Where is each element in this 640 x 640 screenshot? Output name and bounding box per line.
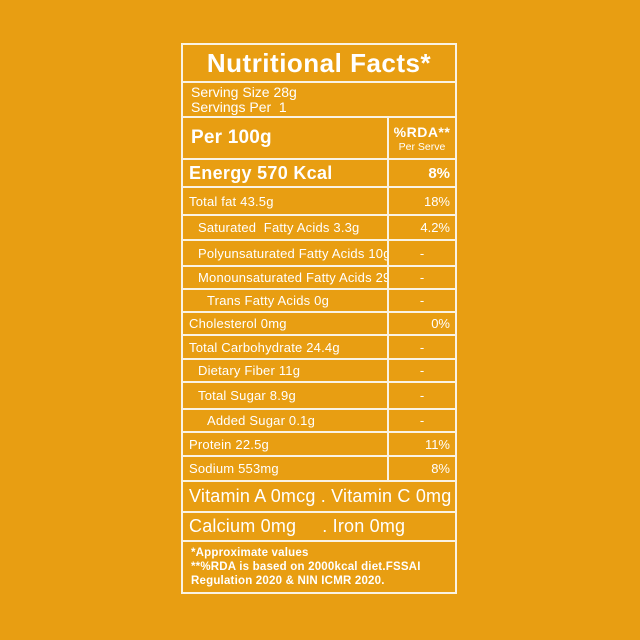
nutrient-label: Dietary Fiber 11g [198,363,301,378]
minerals-text: Calcium 0mg . Iron 0mg [189,516,406,536]
per-100g-header: Per 100g [191,127,272,148]
nutrient-label: Protein 22.5g [189,436,269,452]
nutrient-label: Sodium 553mg [189,461,279,476]
nutrient-label: Added Sugar 0.1g [207,413,316,428]
nutrient-value: 18% [387,188,455,214]
rda-subtitle: Per Serve [398,140,446,153]
nutrient-label: Total Carbohydrate 24.4g [189,339,340,355]
vitamins-row: Vitamin A 0mcg . Vitamin C 0mg [183,482,455,513]
serving-size: Serving Size 28g [191,84,297,100]
footnote-line-3: Regulation 2020 & NIN ICMR 2020. [191,575,385,587]
title-row: Nutritional Facts* [183,45,455,83]
nutrient-value: 0% [387,313,455,334]
nutrient-label: Monounsaturated Fatty Acids 29g [198,270,387,285]
serving-row: Serving Size 28g Servings Per 1 [183,83,455,118]
nutrient-value: - [387,267,455,288]
page-title: Nutritional Facts* [206,47,432,78]
nutrient-value: - [387,290,455,311]
table-row: Cholesterol 0mg 0% [183,313,455,336]
nutrient-value: - [387,241,455,265]
footnote-text: *Approximate values **%RDA is based on 2… [183,542,455,592]
table-row: Total Carbohydrate 24.4g - [183,336,455,360]
table-row: Sodium 553mg 8% [183,457,455,482]
nutrient-value: - [387,360,455,381]
nutrient-value: 8% [387,457,455,480]
nutrient-value: - [387,410,455,431]
minerals-row: Calcium 0mg . Iron 0mg [183,513,455,542]
serving-info: Serving Size 28g Servings Per 1 [183,82,297,117]
vitamins-text: Vitamin A 0mcg . Vitamin C 0mg [189,486,452,506]
column-header-row: Per 100g %RDA** Per Serve [183,118,455,160]
energy-value: 8% [387,160,455,186]
footnote-line-1: *Approximate values [191,547,309,559]
servings-per: Servings Per 1 [191,99,287,115]
footnote-row: *Approximate values **%RDA is based on 2… [183,542,455,592]
nutrient-label: Total fat 43.5g [189,193,274,209]
nutrient-label: Polyunsaturated Fatty Acids 10g [198,245,387,261]
table-row: Saturated Fatty Acids 3.3g 4.2% [183,216,455,241]
nutrient-label: Trans Fatty Acids 0g [207,293,330,308]
nutrient-label: Saturated Fatty Acids 3.3g [198,220,360,235]
nutrient-value: 11% [387,433,455,455]
table-row: Monounsaturated Fatty Acids 29g - [183,267,455,290]
table-row: Trans Fatty Acids 0g - [183,290,455,313]
table-row: Added Sugar 0.1g - [183,410,455,433]
table-row: Dietary Fiber 11g - [183,360,455,383]
footnote-line-2: **%RDA is based on 2000kcal diet.FSSAI [191,561,421,573]
energy-label: Energy 570 Kcal [189,162,333,183]
table-row: Protein 22.5g 11% [183,433,455,457]
energy-row: Energy 570 Kcal 8% [183,160,455,188]
table-row: Total Sugar 8.9g - [183,383,455,410]
table-row: Polyunsaturated Fatty Acids 10g - [183,241,455,267]
nutrition-label: Nutritional Facts* Serving Size 28g Serv… [181,43,457,594]
nutrient-value: 4.2% [387,216,455,239]
nutrient-value: - [387,336,455,358]
nutrient-label: Cholesterol 0mg [189,316,287,331]
rda-title: %RDA** [393,123,451,140]
table-row: Total fat 43.5g 18% [183,188,455,216]
nutrient-label: Total Sugar 8.9g [198,388,296,403]
rda-header: %RDA** Per Serve [387,118,455,158]
nutrient-value: - [387,383,455,408]
